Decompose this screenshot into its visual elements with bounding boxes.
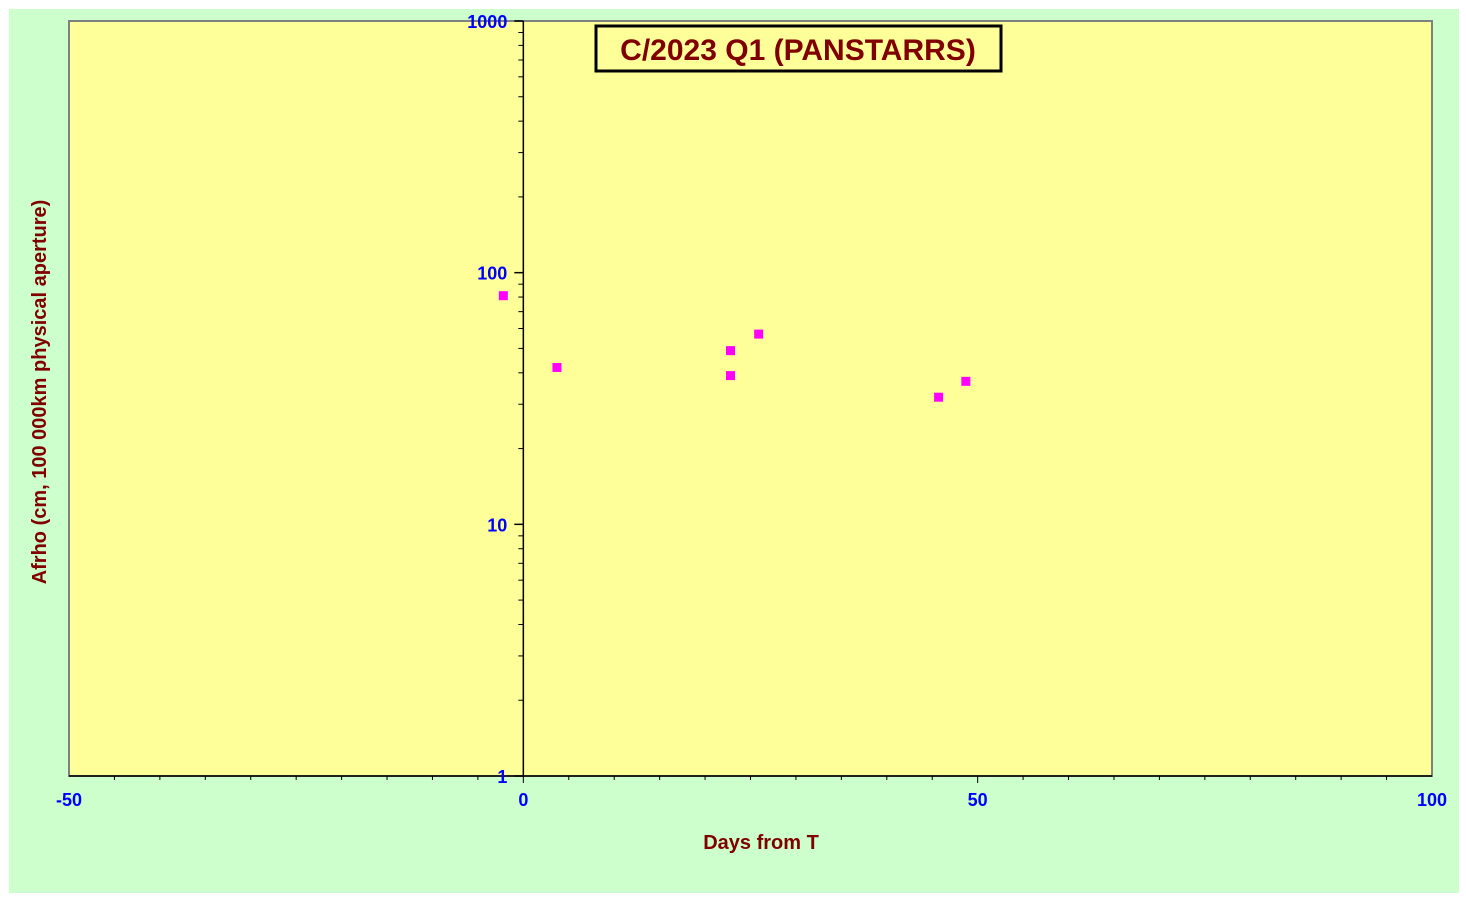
x-tick-label: 100 (1417, 790, 1447, 810)
x-tick-label: -50 (56, 790, 82, 810)
y-tick-label: 10 (487, 515, 507, 535)
data-point (726, 346, 736, 356)
y-tick-label: 100 (477, 264, 507, 284)
plot-area (68, 20, 1433, 777)
x-tick-label: 0 (518, 790, 528, 810)
y-tick-label: 1 (497, 767, 507, 787)
x-axis-title: Days from T (703, 832, 819, 854)
x-tick-label: 50 (968, 790, 988, 810)
data-point (754, 329, 764, 339)
data-points (498, 291, 971, 402)
chart-title: C/2023 Q1 (PANSTARRS) (620, 34, 976, 67)
data-point (961, 376, 971, 386)
title-frame (594, 24, 1003, 73)
y-axis-title: Afrho (cm, 100 000km physical aperture) (29, 200, 51, 585)
y-tick-label: 1000 (467, 12, 507, 32)
chart-title-box: C/2023 Q1 (PANSTARRS) (594, 24, 1003, 73)
data-point (934, 392, 944, 402)
data-point (498, 291, 508, 301)
data-point (552, 362, 562, 372)
axes: -50 0 50 100 1 10 100 1000 (56, 12, 1447, 810)
data-point (726, 371, 736, 381)
